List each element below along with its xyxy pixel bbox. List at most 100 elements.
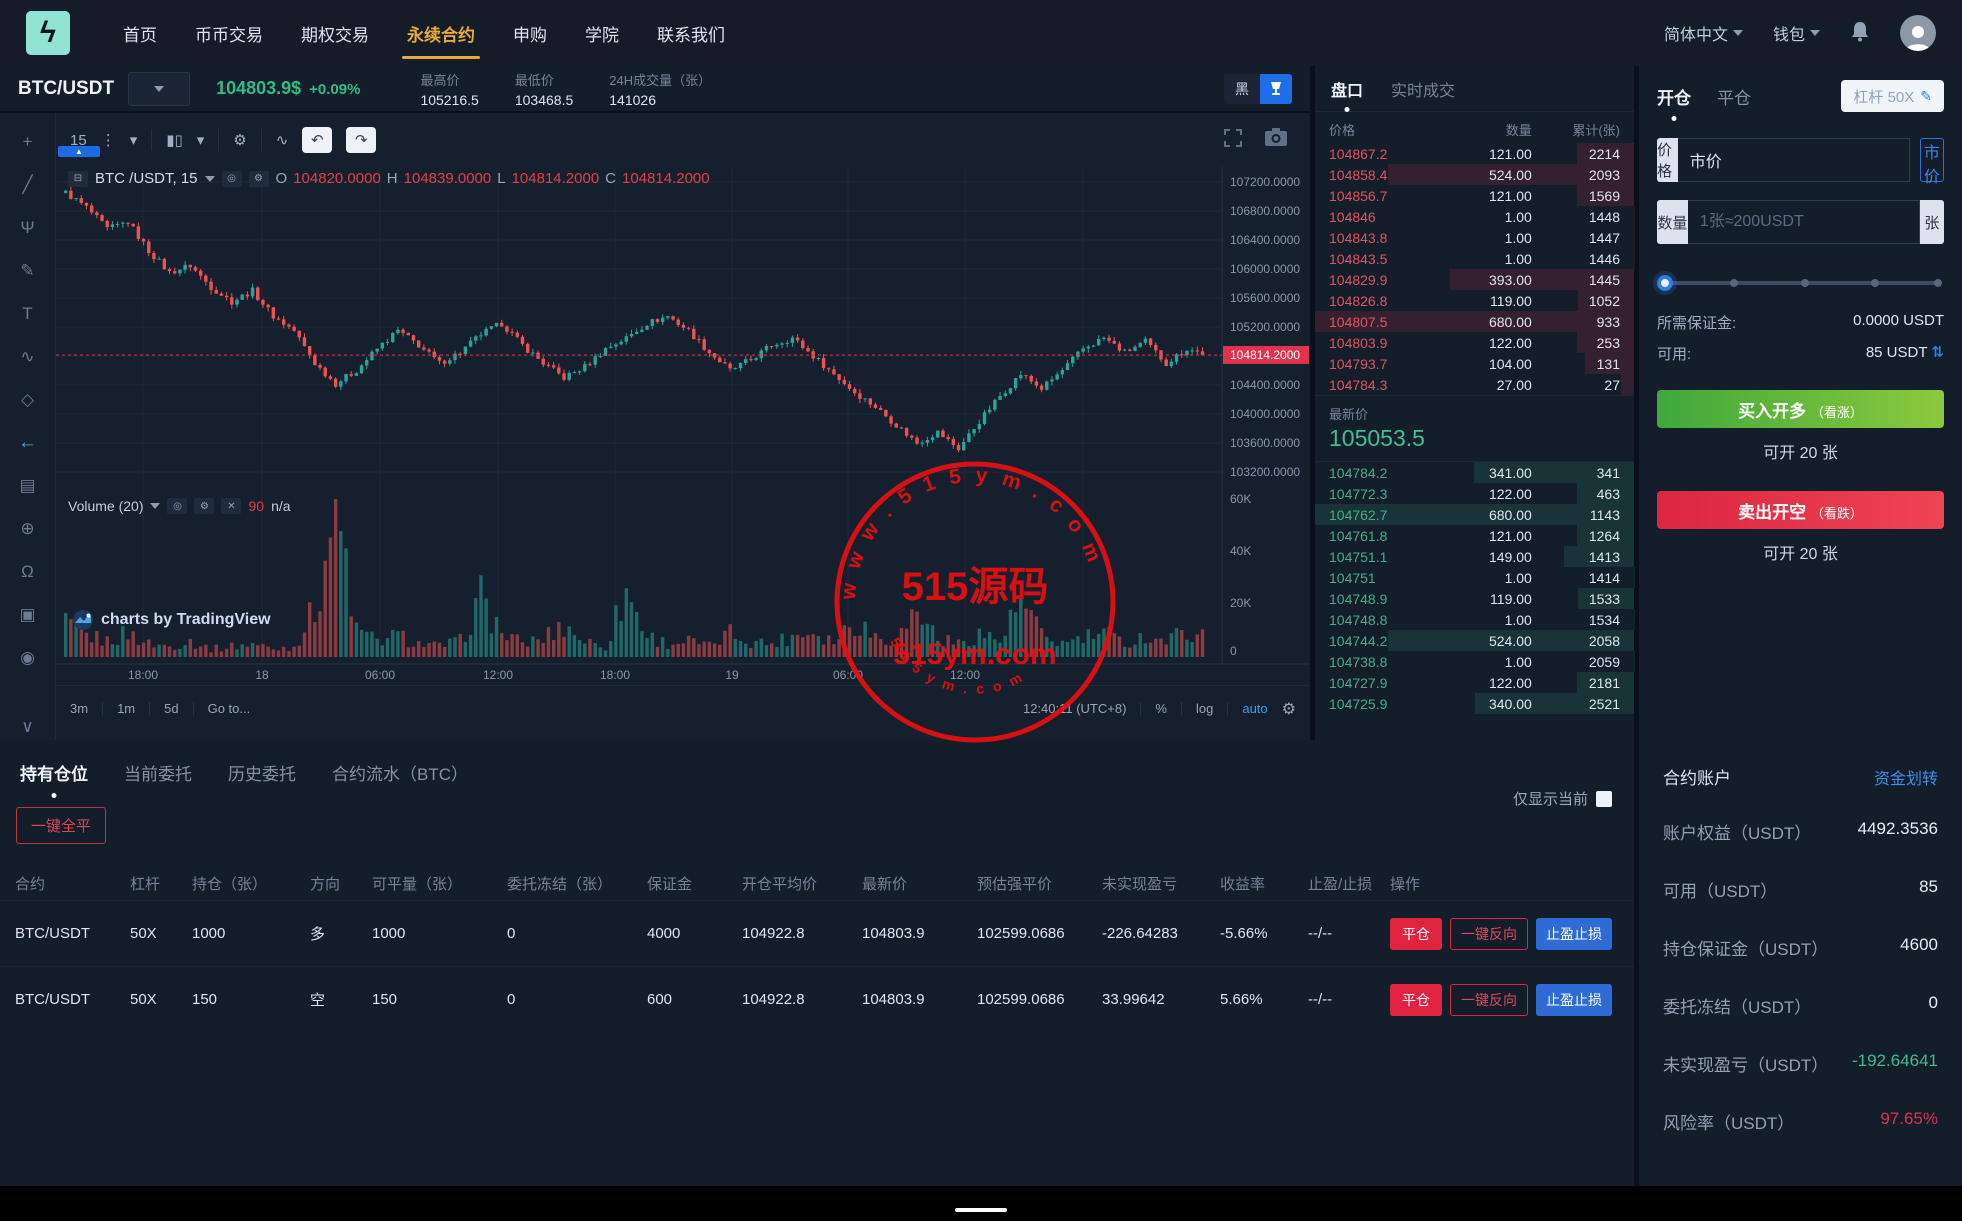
auto-scale-button[interactable]: auto [1242, 701, 1267, 716]
collapse-panel-tag[interactable]: ▲ [58, 146, 100, 157]
chevron-down-icon[interactable]: ▾ [130, 131, 138, 149]
user-avatar[interactable] [1900, 15, 1936, 51]
bars-pattern-icon[interactable]: ▤ [13, 473, 43, 499]
nav-item-0[interactable]: 首页 [104, 0, 176, 66]
fund-transfer-link[interactable]: 资金划转 [1874, 765, 1938, 789]
trade-tab-1[interactable]: 平仓 [1717, 84, 1751, 109]
notification-bell-icon[interactable] [1850, 20, 1870, 47]
only-current-checkbox[interactable] [1596, 791, 1612, 807]
close-icon[interactable]: ✕ [221, 498, 241, 514]
orderbook-row[interactable]: 104748.81.001534 [1315, 609, 1634, 630]
orderbook-row[interactable]: 104867.2121.002214 [1315, 143, 1634, 164]
nav-item-3[interactable]: 永续合约 [388, 0, 494, 66]
language-selector[interactable]: 简体中文 [1664, 21, 1743, 45]
orderbook-row[interactable]: 104858.4524.002093 [1315, 164, 1634, 185]
chevron-down-icon[interactable] [205, 176, 215, 182]
reverse-position-button[interactable]: 一键反向 [1450, 918, 1528, 950]
interval-menu-icon[interactable]: ⋮ [101, 131, 116, 149]
chart-type-icon[interactable]: ▮▯ [166, 131, 183, 149]
legend-symbol[interactable]: BTC /USDT, 15 [95, 170, 198, 187]
chart-clock[interactable]: 12:40:11 (UTC+8) [1023, 701, 1126, 716]
positions-tab-2[interactable]: 历史委托 [228, 760, 296, 785]
orderbook-row[interactable]: 104784.327.0027 [1315, 374, 1634, 395]
chevron-down-icon[interactable]: ∨ [13, 714, 43, 740]
price-input[interactable] [1678, 138, 1910, 182]
brush-icon[interactable]: ✎ [13, 258, 43, 284]
positions-tab-3[interactable]: 合约流水（BTC） [332, 760, 468, 785]
redo-button[interactable]: ↷ [346, 127, 376, 153]
chevron-down-icon[interactable]: ▾ [197, 131, 205, 149]
nav-item-1[interactable]: 币币交易 [176, 0, 282, 66]
orderbook-row[interactable]: 104829.9393.001445 [1315, 269, 1634, 290]
positions-tab-1[interactable]: 当前委托 [124, 760, 192, 785]
orderbook-tab-1[interactable]: 实时成交 [1391, 77, 1455, 101]
percent-scale-button[interactable]: % [1155, 701, 1167, 716]
eye-icon[interactable]: ◉ [13, 645, 43, 671]
orderbook-row[interactable]: 104725.9340.002521 [1315, 693, 1634, 714]
volume-title[interactable]: Volume (20) [68, 498, 143, 514]
leverage-button[interactable]: 杠杆 50X✎ [1841, 80, 1944, 112]
magnet-icon[interactable]: Ω [13, 559, 43, 585]
indicators-icon[interactable]: ∿ [276, 131, 289, 149]
orderbook-row[interactable]: 104772.3122.00463 [1315, 483, 1634, 504]
close-all-button[interactable]: 一键全平 [16, 807, 106, 844]
log-scale-button[interactable]: log [1196, 701, 1213, 716]
range-3m[interactable]: 3m [70, 701, 88, 716]
market-price-button[interactable]: 市价 [1920, 138, 1944, 182]
chart-settings-icon[interactable]: ⚙ [233, 131, 246, 149]
close-position-button[interactable]: 平仓 [1390, 984, 1442, 1016]
reverse-position-button[interactable]: 一键反向 [1450, 984, 1528, 1016]
orderbook-row[interactable]: 1047511.001414 [1315, 567, 1634, 588]
shapes-icon[interactable]: ◇ [13, 387, 43, 413]
quantity-input[interactable] [1688, 200, 1920, 244]
close-position-button[interactable]: 平仓 [1390, 918, 1442, 950]
nav-item-6[interactable]: 联系我们 [638, 0, 744, 66]
pair-selector[interactable] [128, 72, 190, 106]
orderbook-row[interactable]: 104738.81.002059 [1315, 651, 1634, 672]
app-logo[interactable]: ϟ [26, 11, 70, 55]
theme-dark-option[interactable]: 黑 [1224, 74, 1260, 104]
axis-settings-gear-icon[interactable]: ⚙ [1282, 699, 1296, 719]
orderbook-row[interactable]: 104727.9122.002181 [1315, 672, 1634, 693]
trendline-icon[interactable]: ╱ [13, 172, 43, 198]
candlestick-chart[interactable]: 107200.0000106800.0000106400.0000106000.… [56, 167, 1310, 685]
orderbook-row[interactable]: 104803.9122.00253 [1315, 332, 1634, 353]
nav-item-4[interactable]: 申购 [494, 0, 566, 66]
tradingview-attribution[interactable]: charts by TradingView [72, 609, 271, 631]
fullscreen-icon[interactable] [1222, 127, 1244, 153]
minimize-legend-icon[interactable]: ⊟ [68, 171, 88, 187]
orderbook-row[interactable]: 104793.7104.00131 [1315, 353, 1634, 374]
positions-tab-0[interactable]: 持有仓位 [20, 760, 88, 785]
range-5d[interactable]: 5d [164, 701, 178, 716]
orderbook-row[interactable]: 1048461.001448 [1315, 206, 1634, 227]
crosshair-icon[interactable]: + [13, 129, 43, 155]
orderbook-row[interactable]: 104744.2524.002058 [1315, 630, 1634, 651]
nav-item-5[interactable]: 学院 [566, 0, 638, 66]
slider-thumb[interactable] [1657, 275, 1673, 291]
only-current-toggle[interactable]: 仅显示当前 [1513, 788, 1612, 809]
text-icon[interactable]: T [13, 301, 43, 327]
buy-long-button[interactable]: 买入开多 （看涨） [1657, 390, 1944, 428]
orderbook-row[interactable]: 104751.1149.001413 [1315, 546, 1634, 567]
lock-icon[interactable]: ▣ [13, 602, 43, 628]
zoom-in-icon[interactable]: ⊕ [13, 516, 43, 542]
camera-icon[interactable] [1264, 127, 1288, 153]
orderbook-row[interactable]: 104748.9119.001533 [1315, 588, 1634, 609]
wave-pattern-icon[interactable]: ∿ [13, 344, 43, 370]
tp-sl-button[interactable]: 止盈止损 [1536, 918, 1612, 950]
orderbook-row[interactable]: 104761.8121.001264 [1315, 525, 1634, 546]
eye-icon[interactable]: ◎ [167, 498, 187, 514]
orderbook-row[interactable]: 104826.8119.001052 [1315, 290, 1634, 311]
theme-toggle[interactable]: 黑 [1224, 74, 1292, 104]
nav-item-2[interactable]: 期权交易 [282, 0, 388, 66]
orderbook-row[interactable]: 104784.2341.00341 [1315, 462, 1634, 483]
orderbook-tab-0[interactable]: 盘口 [1331, 77, 1363, 101]
arrow-back-icon[interactable]: ← [13, 430, 43, 456]
quantity-slider[interactable] [1659, 274, 1942, 292]
orderbook-row[interactable]: 104843.51.001446 [1315, 248, 1634, 269]
chevron-down-icon[interactable] [150, 503, 160, 509]
orderbook-row[interactable]: 104856.7121.001569 [1315, 185, 1634, 206]
orderbook-row[interactable]: 104807.5680.00933 [1315, 311, 1634, 332]
wallet-menu[interactable]: 钱包 [1773, 21, 1820, 45]
pitchfork-icon[interactable]: Ψ [13, 215, 43, 241]
